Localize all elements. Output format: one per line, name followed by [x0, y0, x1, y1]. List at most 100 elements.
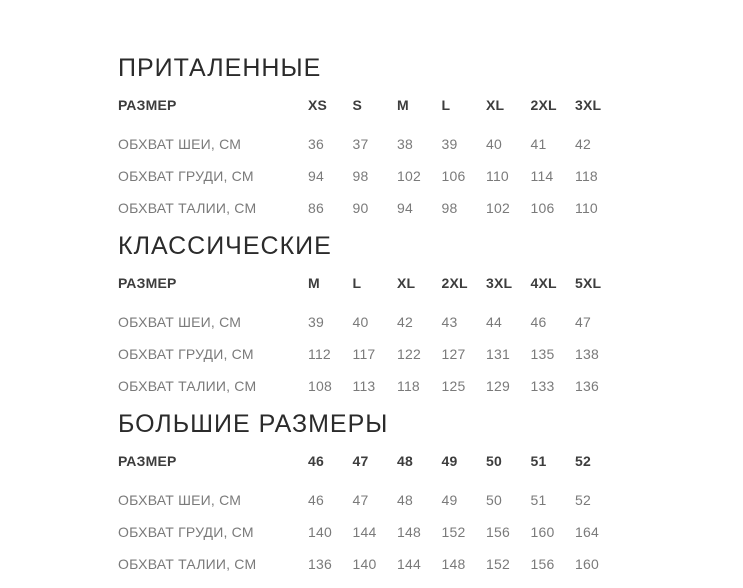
size-header-cell: 49	[441, 453, 458, 469]
measure-row-waist: ОБХВАТ ТАЛИИ, СМ 136 140 144 148 152 156…	[118, 556, 620, 588]
measure-label: ОБХВАТ ШЕИ, СМ	[118, 492, 242, 508]
size-table: РАЗМЕР 46 47 48 49 50 51 52 ОБХВАТ ШЕИ, …	[118, 453, 620, 588]
measure-value: 144	[397, 556, 421, 572]
size-header-label: РАЗМЕР	[118, 453, 177, 469]
measure-value: 133	[530, 378, 555, 394]
measure-value: 117	[352, 346, 376, 362]
measure-value: 135	[530, 346, 555, 362]
size-table: РАЗМЕР XS S M L XL 2XL 3XL ОБХВАТ ШЕИ, С…	[118, 97, 620, 232]
size-table: РАЗМЕР M L XL 2XL 3XL 4XL 5XL ОБХВАТ ШЕИ…	[118, 275, 620, 410]
measure-value: 164	[575, 524, 599, 540]
measure-value: 40	[486, 136, 502, 152]
size-header-cell: 3XL	[575, 97, 602, 113]
size-header-cell: XL	[397, 275, 416, 291]
measure-value: 106	[441, 168, 466, 184]
measure-label: ОБХВАТ ШЕИ, СМ	[118, 314, 242, 330]
measure-value: 40	[352, 314, 369, 330]
measure-value: 148	[441, 556, 466, 572]
measure-value: 160	[530, 524, 555, 540]
measure-label: ОБХВАТ ШЕИ, СМ	[118, 136, 242, 152]
size-header-cell: 5XL	[575, 275, 602, 291]
size-header-label: РАЗМЕР	[118, 97, 177, 113]
measure-value: 94	[397, 200, 413, 216]
measure-label: ОБХВАТ ГРУДИ, СМ	[118, 524, 254, 540]
measure-value: 140	[352, 556, 377, 572]
size-header-row: РАЗМЕР XS S M L XL 2XL 3XL	[118, 97, 620, 136]
measure-value: 112	[308, 346, 331, 362]
measure-value: 46	[308, 492, 324, 508]
measure-value: 43	[441, 314, 458, 330]
measure-value: 106	[530, 200, 555, 216]
measure-row-neck: ОБХВАТ ШЕИ, СМ 46 47 48 49 50 51 52	[118, 492, 620, 524]
measure-value: 36	[308, 136, 324, 152]
measure-value: 156	[486, 524, 510, 540]
measure-value: 44	[486, 314, 502, 330]
size-header-cell: 52	[575, 453, 591, 469]
size-header-cell: 2XL	[530, 97, 557, 113]
measure-row-waist: ОБХВАТ ТАЛИИ, СМ 108 113 118 125 129 133…	[118, 378, 620, 410]
measure-value: 98	[352, 168, 369, 184]
measure-row-chest: ОБХВАТ ГРУДИ, СМ 140 144 148 152 156 160…	[118, 524, 620, 556]
measure-value: 41	[530, 136, 547, 152]
measure-value: 125	[441, 378, 466, 394]
measure-value: 114	[530, 168, 554, 184]
measure-value: 42	[397, 314, 413, 330]
section-title: БОЛЬШИЕ РАЗМЕРЫ	[118, 410, 389, 438]
measure-value: 49	[441, 492, 458, 508]
measure-value: 38	[397, 136, 413, 152]
measure-value: 110	[575, 200, 598, 216]
size-header-cell: XL	[486, 97, 505, 113]
measure-value: 118	[575, 168, 598, 184]
measure-value: 47	[352, 492, 369, 508]
size-header-label: РАЗМЕР	[118, 275, 177, 291]
measure-value: 39	[441, 136, 458, 152]
measure-value: 131	[486, 346, 510, 362]
measure-value: 52	[575, 492, 591, 508]
measure-value: 152	[486, 556, 510, 572]
measure-value: 118	[397, 378, 420, 394]
measure-row-neck: ОБХВАТ ШЕИ, СМ 36 37 38 39 40 41 42	[118, 136, 620, 168]
size-header-cell: 50	[486, 453, 502, 469]
size-header-cell: S	[352, 97, 363, 113]
size-header-row: РАЗМЕР 46 47 48 49 50 51 52	[118, 453, 620, 492]
measure-label: ОБХВАТ ТАЛИИ, СМ	[118, 200, 257, 216]
section-fitted: ПРИТАЛЕННЫЕ РАЗМЕР XS S M L XL 2XL 3XL	[118, 54, 743, 232]
size-header-cell: 3XL	[486, 275, 513, 291]
measure-value: 160	[575, 556, 599, 572]
size-header-cell: XS	[308, 97, 328, 113]
measure-value: 129	[486, 378, 510, 394]
size-header-cell: M	[397, 97, 409, 113]
measure-row-neck: ОБХВАТ ШЕИ, СМ 39 40 42 43 44 46 47	[118, 314, 620, 346]
measure-value: 122	[397, 346, 421, 362]
measure-value: 138	[575, 346, 599, 362]
size-header-cell: 46	[308, 453, 324, 469]
measure-value: 136	[575, 378, 599, 394]
measure-value: 86	[308, 200, 324, 216]
size-header-cell: L	[441, 97, 451, 113]
measure-value: 98	[441, 200, 458, 216]
measure-row-waist: ОБХВАТ ТАЛИИ, СМ 86 90 94 98 102 106 110	[118, 200, 620, 232]
measure-label: ОБХВАТ ГРУДИ, СМ	[118, 346, 254, 362]
measure-value: 94	[308, 168, 324, 184]
section-large: БОЛЬШИЕ РАЗМЕРЫ РАЗМЕР 46 47 48 49 50 51…	[118, 410, 743, 588]
measure-label: ОБХВАТ ТАЛИИ, СМ	[118, 556, 257, 572]
measure-value: 148	[397, 524, 421, 540]
size-header-cell: 48	[397, 453, 413, 469]
measure-value: 37	[352, 136, 369, 152]
size-header-cell: 47	[352, 453, 369, 469]
measure-value: 39	[308, 314, 324, 330]
size-header-cell: M	[308, 275, 320, 291]
measure-value: 42	[575, 136, 591, 152]
measure-row-chest: ОБХВАТ ГРУДИ, СМ 112 117 122 127 131 135…	[118, 346, 620, 378]
measure-value: 156	[530, 556, 555, 572]
measure-value: 110	[486, 168, 509, 184]
measure-value: 47	[575, 314, 591, 330]
size-header-row: РАЗМЕР M L XL 2XL 3XL 4XL 5XL	[118, 275, 620, 314]
measure-value: 50	[486, 492, 502, 508]
section-title: КЛАССИЧЕСКИЕ	[118, 232, 332, 260]
measure-value: 113	[352, 378, 376, 394]
measure-value: 102	[397, 168, 421, 184]
measure-label: ОБХВАТ ГРУДИ, СМ	[118, 168, 254, 184]
section-title: ПРИТАЛЕННЫЕ	[118, 54, 322, 82]
